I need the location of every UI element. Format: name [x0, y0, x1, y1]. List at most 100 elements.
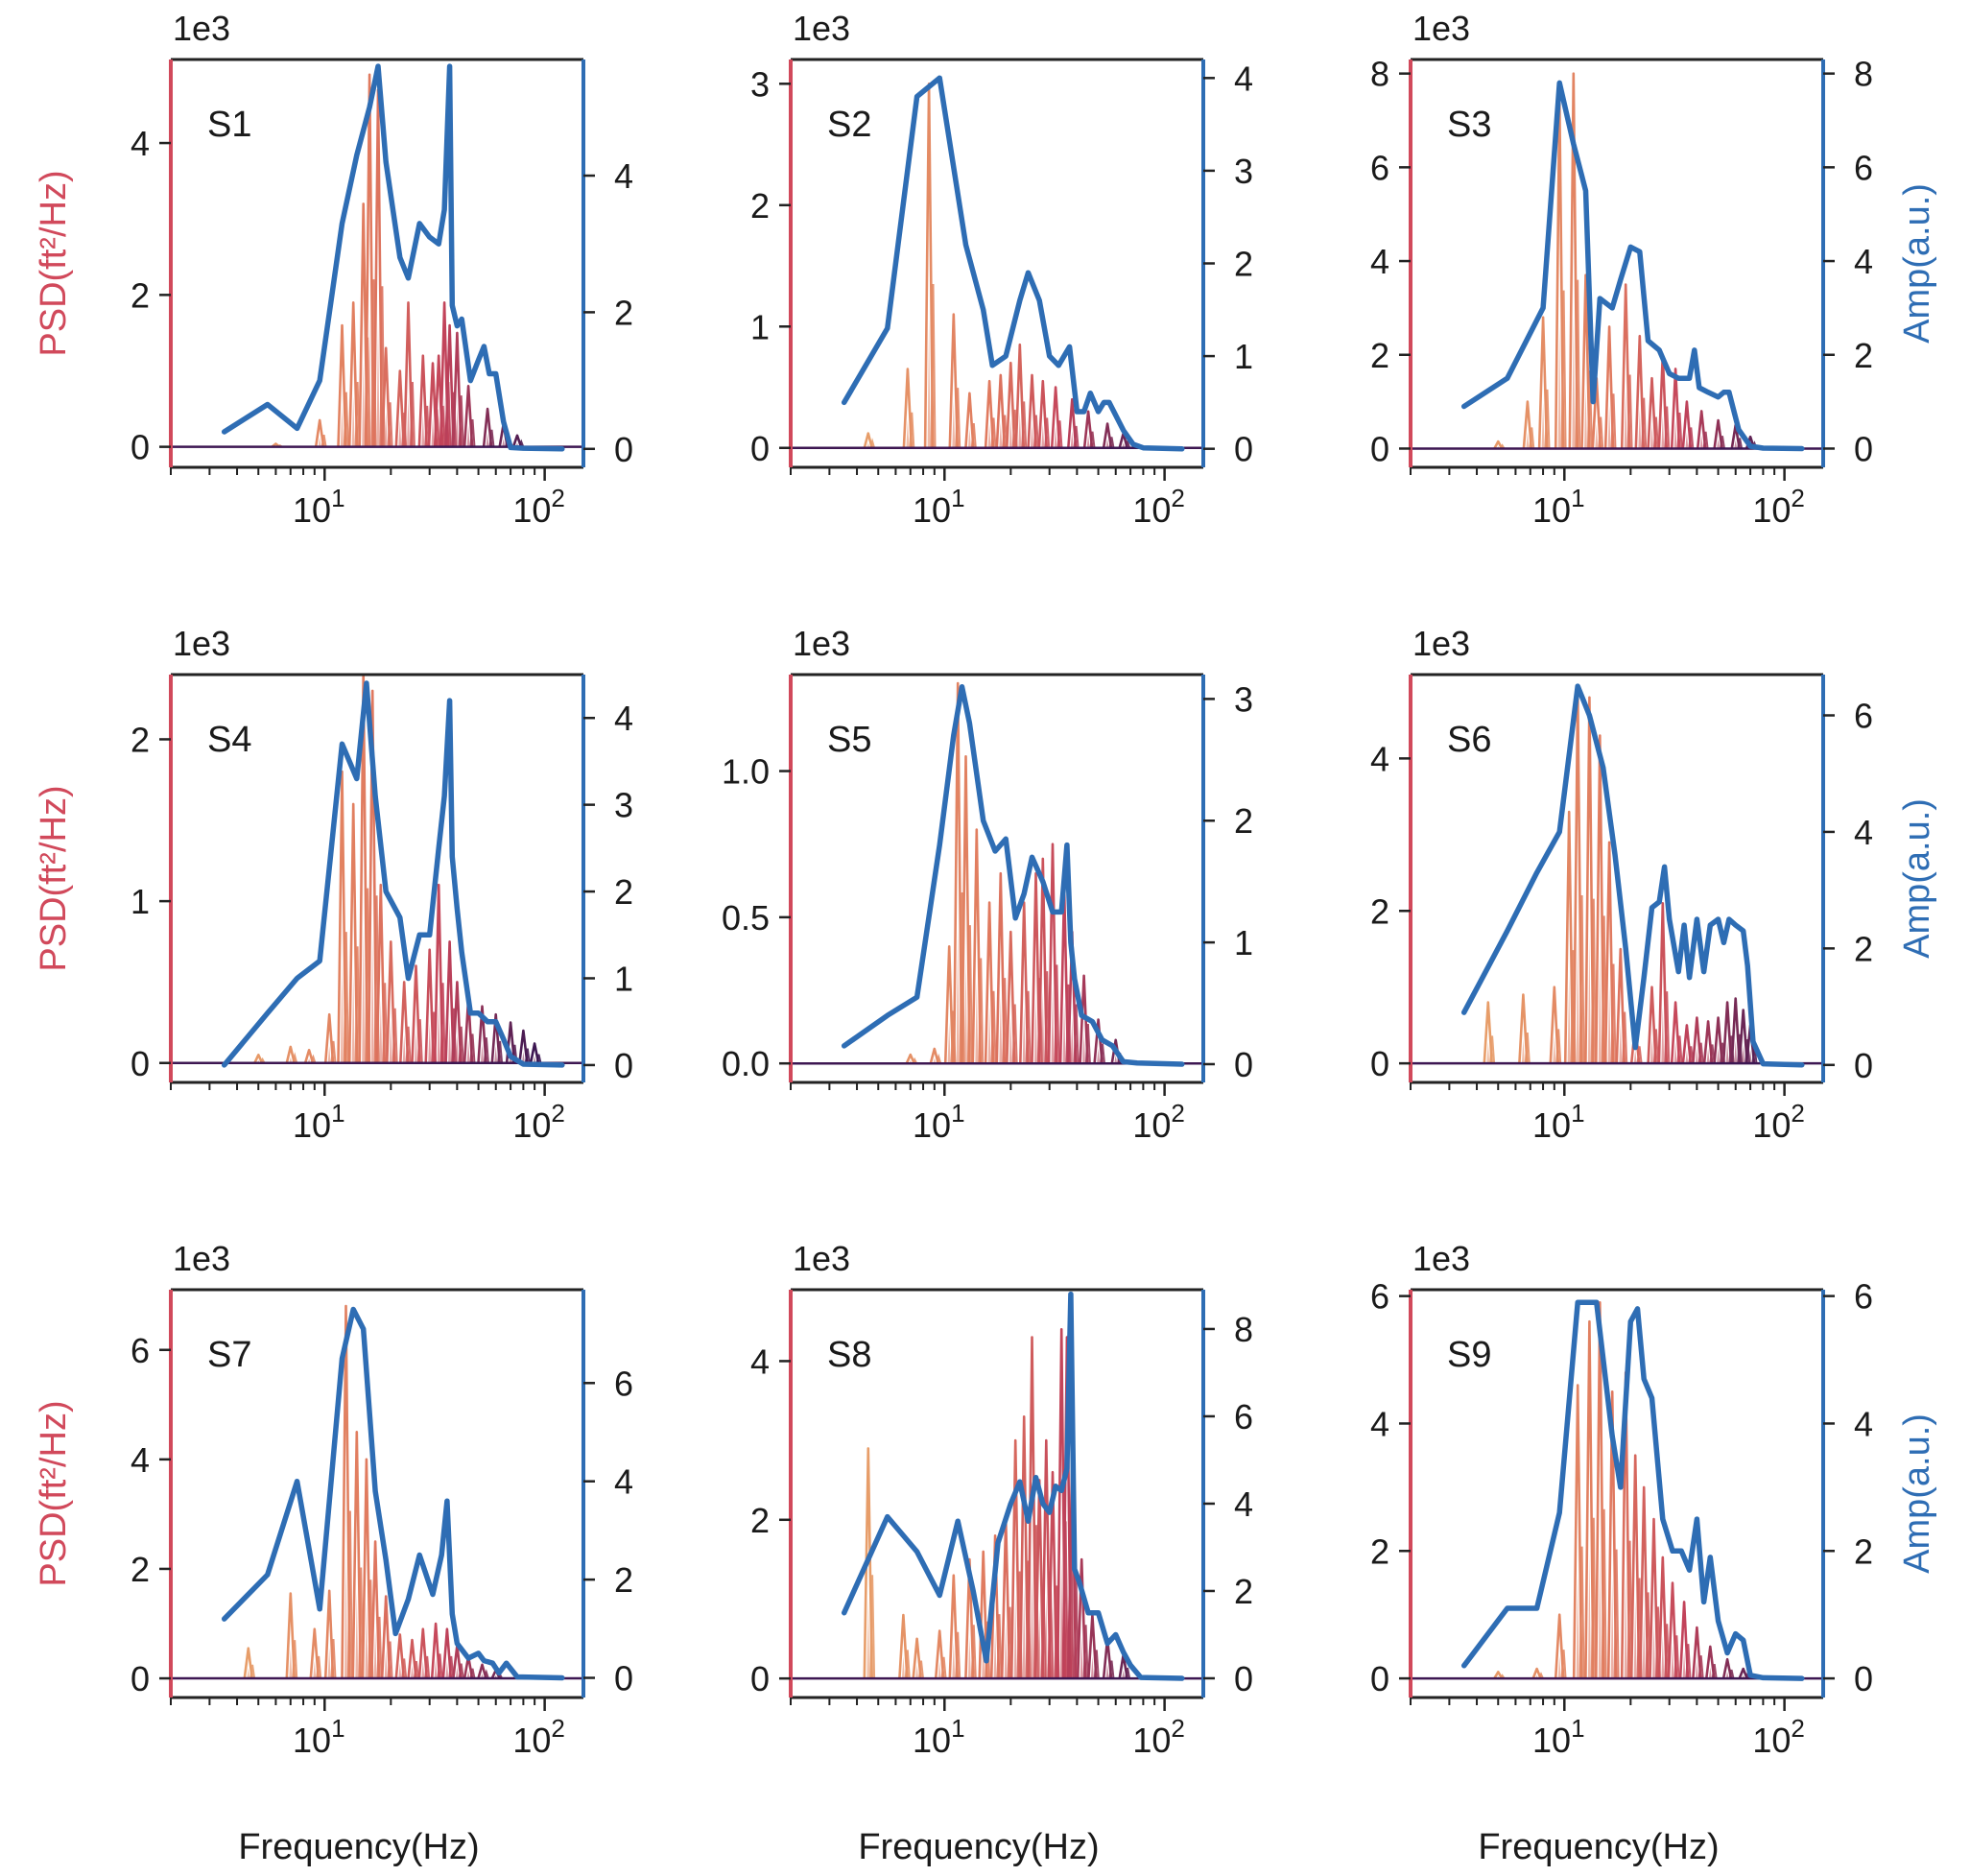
- psd-minor-peak: [1575, 279, 1581, 449]
- psd-peak: [863, 1447, 873, 1679]
- psd-minor-peak: [1524, 1032, 1531, 1064]
- psd-peak: [1522, 400, 1533, 449]
- psd-scale-label: 1e3: [173, 9, 230, 48]
- psd-peak: [1033, 1479, 1045, 1679]
- psd-minor-peak: [1093, 1650, 1100, 1679]
- psd-minor-peak: [330, 1040, 337, 1063]
- psd-minor-peak: [996, 1614, 1003, 1679]
- x-axis-title-col1: Frequency(Hz): [238, 1827, 479, 1867]
- psd-minor-peak: [1108, 437, 1115, 448]
- psd-minor-peak: [1089, 431, 1096, 448]
- psd-peak: [1572, 1384, 1583, 1679]
- left-y-tick-label: 0: [1370, 1659, 1389, 1698]
- left-y-tick-label: 4: [1370, 739, 1389, 778]
- psd-peak: [952, 681, 963, 1064]
- panel-title: S2: [827, 105, 871, 145]
- psd-peak: [380, 1595, 392, 1679]
- left-y-tick-label: 2: [750, 1501, 770, 1540]
- right-y-tick-label: 0: [614, 1659, 633, 1698]
- x-tick-label: 101: [293, 1099, 345, 1145]
- plot-area: [171, 1304, 583, 1681]
- psd-peak: [1634, 334, 1646, 449]
- right-y-tick-label: 0: [614, 430, 633, 469]
- psd-minor-peak: [497, 1040, 504, 1063]
- psd-peak: [1705, 1645, 1716, 1679]
- psd-peak: [417, 354, 429, 447]
- psd-peak: [424, 948, 435, 1063]
- psd-minor-peak: [1002, 978, 1009, 1064]
- amp-line: [1460, 80, 1805, 452]
- psd-peak: [1670, 368, 1681, 449]
- psd-minor-peak: [1044, 417, 1051, 448]
- psd-peak: [394, 1633, 406, 1679]
- psd-minor-peak: [401, 1658, 408, 1679]
- psd-minor-peak: [912, 1057, 918, 1064]
- left-y-tick-label: 2: [131, 720, 150, 759]
- amp-line: [841, 683, 1185, 1067]
- psd-minor-peak: [1652, 416, 1659, 449]
- right-y-tick-label: 4: [1234, 1484, 1253, 1524]
- left-y-tick-label: 0: [131, 1044, 150, 1083]
- left-y-tick-label: 1: [750, 307, 770, 346]
- right-y-tick-label: 1: [1234, 337, 1253, 376]
- right-y-tick-label: 4: [614, 1462, 633, 1502]
- psd-minor-peak: [1676, 413, 1683, 449]
- left-y-tick-label: 4: [750, 1342, 770, 1381]
- right-y-tick-label: 4: [614, 156, 633, 196]
- psd-minor-peak: [1025, 990, 1032, 1064]
- psd-minor-peak: [990, 417, 997, 448]
- panel-s3: 101 102 0 2 4 6 8 0 2 4 6 8 1e3 S3 Amp(a.u.): [1370, 9, 1937, 530]
- psd-peak: [1076, 1557, 1087, 1679]
- psd-minor-peak: [409, 381, 415, 447]
- plot-area: [1411, 1299, 1823, 1681]
- left-y-tick-label: 0: [750, 429, 770, 468]
- psd-minor-peak: [930, 283, 937, 448]
- x-tick-label: 102: [512, 1099, 565, 1145]
- psd-peak: [309, 1627, 320, 1679]
- psd-peak: [863, 432, 873, 449]
- psd-peak: [1721, 1657, 1733, 1679]
- psd-minor-peak: [940, 1656, 947, 1679]
- right-y-tick-label: 3: [1234, 152, 1253, 191]
- psd-fill: [171, 316, 583, 447]
- psd-minor-peak: [1082, 1625, 1089, 1679]
- psd-minor-peak: [1560, 290, 1567, 449]
- psd-peak: [490, 1012, 501, 1063]
- x-tick-label: 102: [1752, 1099, 1805, 1145]
- psd-minor-peak: [387, 402, 393, 447]
- psd-minor-peak: [970, 1625, 977, 1679]
- psd-peak: [452, 331, 463, 447]
- left-y-tick-label: 3: [750, 64, 770, 104]
- psd-peak: [1667, 1581, 1678, 1679]
- psd-peak: [347, 301, 359, 447]
- psd-peak: [253, 1054, 264, 1064]
- psd-minor-peak: [1555, 1029, 1562, 1064]
- right-y-tick-label: 4: [1854, 813, 1873, 852]
- psd-peak: [341, 1304, 351, 1679]
- panel-title: S7: [207, 1335, 251, 1375]
- psd-peak: [375, 883, 387, 1063]
- psd-peak: [984, 379, 995, 448]
- right-y-tick-label: 2: [614, 293, 633, 332]
- psd-minor-peak: [524, 1048, 531, 1063]
- psd-peak: [358, 675, 368, 1063]
- psd-minor-peak: [535, 1054, 542, 1064]
- psd-minor-peak: [1056, 420, 1063, 448]
- psd-peak: [482, 407, 493, 447]
- psd-peak: [934, 1629, 945, 1679]
- psd-scale-label: 1e3: [1412, 624, 1470, 663]
- psd-peak: [1603, 325, 1615, 449]
- left-y-tick-label: 2: [1370, 891, 1389, 931]
- amp-line: [221, 1306, 565, 1681]
- psd-peak: [1027, 1336, 1037, 1679]
- right-y-tick-label: 2: [614, 1560, 633, 1600]
- right-y-tick-label: 4: [1234, 59, 1253, 98]
- psd-minor-peak: [1590, 1517, 1597, 1679]
- psd-peak: [411, 964, 421, 1063]
- psd-peak: [1518, 993, 1529, 1064]
- x-tick-label: 102: [1752, 484, 1805, 530]
- psd-peak: [1678, 1601, 1690, 1679]
- right-y-tick-label: 0: [1234, 430, 1253, 469]
- psd-peak: [989, 1534, 1001, 1679]
- amp-line: [1460, 1299, 1805, 1681]
